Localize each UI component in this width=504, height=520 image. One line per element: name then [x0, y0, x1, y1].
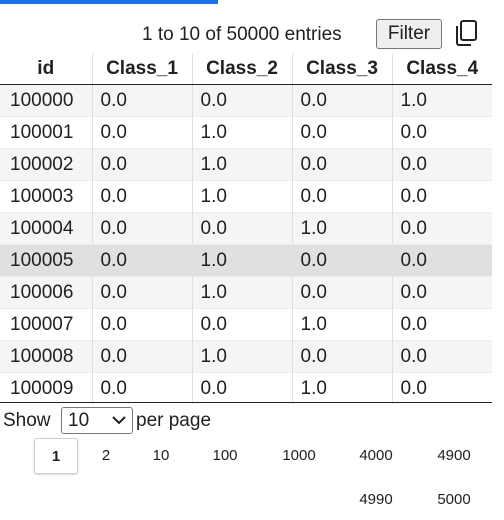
class-3-cell: 0.0 [291, 180, 392, 213]
id-cell: 100004 [0, 212, 92, 245]
page-link-4990[interactable]: 4990 [359, 491, 393, 508]
class-1-cell: 0.0 [91, 244, 192, 277]
filter-button[interactable]: Filter [376, 19, 442, 49]
column-header-id[interactable]: id [0, 53, 92, 85]
id-cell: 100006 [0, 276, 92, 309]
id-cell: 100008 [0, 340, 92, 373]
column-header-class-1[interactable]: Class_1 [91, 53, 192, 85]
page-link-10[interactable]: 10 [152, 447, 170, 464]
entries-info: 1 to 10 of 50000 entries [142, 24, 342, 45]
class-3-cell: 1.0 [291, 308, 392, 341]
class-3-cell: 0.0 [291, 148, 392, 181]
column-header-class-3[interactable]: Class_3 [291, 53, 392, 85]
class-4-cell: 0.0 [391, 212, 492, 245]
page-link-1[interactable]: 1 [34, 438, 78, 474]
id-cell: 100007 [0, 308, 92, 341]
class-3-cell: 0.0 [291, 84, 392, 117]
id-cell: 100000 [0, 84, 92, 117]
pagination: 1 2 10 100 1000 4000 4900 4990 5000 [0, 436, 504, 520]
class-2-cell: 0.0 [191, 212, 292, 245]
page-link-5000[interactable]: 5000 [437, 491, 471, 508]
class-1-cell: 0.0 [91, 84, 192, 117]
page-link-100[interactable]: 100 [212, 447, 238, 464]
page-link-1000[interactable]: 1000 [282, 447, 316, 464]
id-cell: 100001 [0, 116, 92, 149]
class-2-cell: 0.0 [191, 84, 292, 117]
page-link-2[interactable]: 2 [101, 447, 111, 464]
page-size-select[interactable]: 10 [61, 407, 133, 434]
class-3-cell: 0.0 [291, 116, 392, 149]
class-3-cell: 0.0 [291, 340, 392, 373]
class-4-cell: 0.0 [391, 372, 492, 404]
header-row: id Class_1 Class_2 Class_3 Class_4 [0, 53, 492, 85]
class-1-cell: 0.0 [91, 180, 192, 213]
table-row[interactable]: 100005 0.0 1.0 0.0 0.0 [0, 244, 492, 277]
data-table: id Class_1 Class_2 Class_3 Class_4 10000… [0, 53, 492, 404]
id-cell: 100005 [0, 244, 92, 277]
column-header-class-4[interactable]: Class_4 [391, 53, 492, 85]
page-size-value: 10 [68, 410, 90, 431]
id-cell: 100003 [0, 180, 92, 213]
class-4-cell: 1.0 [391, 84, 492, 117]
chevron-down-icon [112, 416, 126, 425]
id-cell: 100002 [0, 148, 92, 181]
show-label: Show [3, 410, 51, 431]
class-4-cell: 0.0 [391, 340, 492, 373]
class-2-cell: 1.0 [191, 148, 292, 181]
table-row[interactable]: 100006 0.0 1.0 0.0 0.0 [0, 276, 492, 309]
class-1-cell: 0.0 [91, 372, 192, 404]
loading-progress-bar [0, 0, 218, 4]
column-header-class-2[interactable]: Class_2 [191, 53, 292, 85]
class-2-cell: 0.0 [191, 308, 292, 341]
table-row[interactable]: 100007 0.0 0.0 1.0 0.0 [0, 308, 492, 341]
table-row[interactable]: 100000 0.0 0.0 0.0 1.0 [0, 84, 492, 117]
class-1-cell: 0.0 [91, 308, 192, 341]
class-4-cell: 0.0 [391, 244, 492, 277]
page-link-4900[interactable]: 4900 [437, 447, 471, 464]
class-3-cell: 1.0 [291, 372, 392, 404]
class-2-cell: 1.0 [191, 340, 292, 373]
table-bottom-rule [0, 402, 492, 403]
class-3-cell: 1.0 [291, 212, 392, 245]
class-2-cell: 1.0 [191, 180, 292, 213]
table-row[interactable]: 100002 0.0 1.0 0.0 0.0 [0, 148, 492, 181]
copy-icon[interactable] [453, 18, 479, 48]
class-1-cell: 0.0 [91, 148, 192, 181]
class-2-cell: 1.0 [191, 116, 292, 149]
class-1-cell: 0.0 [91, 212, 192, 245]
table-row[interactable]: 100008 0.0 1.0 0.0 0.0 [0, 340, 492, 373]
class-4-cell: 0.0 [391, 276, 492, 309]
per-page-label: per page [136, 410, 212, 431]
class-2-cell: 1.0 [191, 244, 292, 277]
table-row[interactable]: 100001 0.0 1.0 0.0 0.0 [0, 116, 492, 149]
class-4-cell: 0.0 [391, 308, 492, 341]
class-2-cell: 1.0 [191, 276, 292, 309]
class-4-cell: 0.0 [391, 116, 492, 149]
class-3-cell: 0.0 [291, 244, 392, 277]
class-1-cell: 0.0 [91, 276, 192, 309]
page-link-4000[interactable]: 4000 [359, 447, 393, 464]
class-1-cell: 0.0 [91, 340, 192, 373]
class-4-cell: 0.0 [391, 148, 492, 181]
table-row[interactable]: 100009 0.0 0.0 1.0 0.0 [0, 372, 492, 404]
class-3-cell: 0.0 [291, 276, 392, 309]
table-row[interactable]: 100003 0.0 1.0 0.0 0.0 [0, 180, 492, 213]
table-info-bar: 1 to 10 of 50000 entries Filter [0, 18, 504, 52]
class-1-cell: 0.0 [91, 116, 192, 149]
id-cell: 100009 [0, 372, 92, 404]
table-row[interactable]: 100004 0.0 0.0 1.0 0.0 [0, 212, 492, 245]
class-4-cell: 0.0 [391, 180, 492, 213]
class-2-cell: 0.0 [191, 372, 292, 404]
